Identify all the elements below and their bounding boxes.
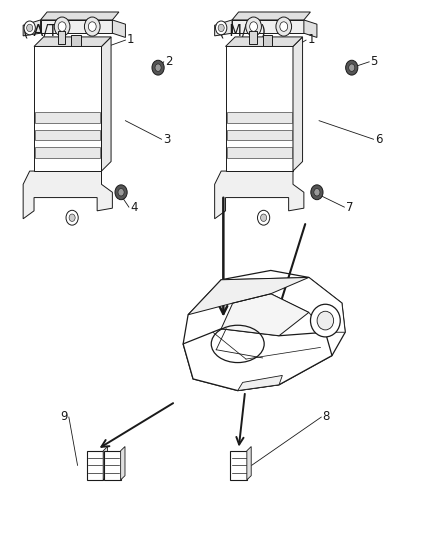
- Polygon shape: [221, 294, 309, 336]
- Polygon shape: [41, 12, 119, 20]
- Circle shape: [58, 22, 66, 31]
- Circle shape: [88, 22, 96, 31]
- Bar: [35, 130, 100, 140]
- Bar: [58, 30, 65, 44]
- Circle shape: [155, 64, 161, 71]
- Bar: [226, 46, 293, 171]
- Circle shape: [54, 17, 70, 36]
- Bar: [35, 147, 100, 158]
- Polygon shape: [226, 37, 303, 46]
- Polygon shape: [103, 447, 108, 480]
- Bar: [34, 46, 102, 171]
- Polygon shape: [188, 277, 309, 315]
- Polygon shape: [183, 270, 345, 391]
- Bar: [35, 112, 100, 123]
- Bar: [227, 130, 292, 140]
- Ellipse shape: [311, 304, 340, 337]
- Circle shape: [276, 17, 292, 36]
- Circle shape: [69, 214, 75, 221]
- Polygon shape: [247, 447, 251, 480]
- Bar: [227, 112, 292, 123]
- Text: 4: 4: [130, 201, 138, 214]
- Circle shape: [152, 60, 164, 75]
- Circle shape: [349, 64, 355, 71]
- Bar: [87, 451, 103, 480]
- Bar: [227, 147, 292, 158]
- Circle shape: [218, 24, 224, 31]
- Text: ( A/T ): ( A/T ): [23, 23, 67, 38]
- Text: 2: 2: [165, 55, 173, 68]
- Circle shape: [261, 214, 267, 221]
- Ellipse shape: [317, 311, 334, 330]
- Circle shape: [346, 60, 358, 75]
- Circle shape: [24, 21, 35, 35]
- Polygon shape: [41, 20, 113, 33]
- Polygon shape: [113, 20, 125, 37]
- Bar: [263, 35, 272, 46]
- Text: 1: 1: [307, 33, 315, 46]
- Circle shape: [258, 211, 270, 225]
- Polygon shape: [232, 12, 311, 20]
- Polygon shape: [238, 375, 283, 391]
- Text: 1: 1: [127, 33, 134, 46]
- Circle shape: [118, 189, 124, 196]
- Bar: [249, 30, 257, 44]
- Polygon shape: [102, 37, 111, 171]
- Text: 8: 8: [322, 410, 330, 423]
- Circle shape: [66, 211, 78, 225]
- Polygon shape: [34, 37, 111, 46]
- Circle shape: [280, 22, 288, 31]
- Circle shape: [250, 22, 258, 31]
- Circle shape: [246, 17, 261, 36]
- Text: 3: 3: [163, 133, 170, 146]
- Circle shape: [115, 185, 127, 200]
- Text: ( M/T ): ( M/T ): [219, 23, 266, 38]
- Polygon shape: [23, 171, 113, 219]
- Bar: [230, 451, 247, 480]
- Circle shape: [85, 17, 100, 36]
- Polygon shape: [183, 329, 332, 391]
- Polygon shape: [221, 277, 345, 332]
- Text: 5: 5: [371, 55, 378, 68]
- Text: 6: 6: [375, 133, 382, 146]
- Text: 7: 7: [346, 201, 353, 214]
- Polygon shape: [215, 171, 304, 219]
- Polygon shape: [120, 447, 125, 480]
- Polygon shape: [232, 20, 304, 33]
- Polygon shape: [215, 20, 232, 36]
- Circle shape: [27, 24, 33, 31]
- Text: 9: 9: [60, 410, 67, 423]
- Circle shape: [314, 189, 320, 196]
- Circle shape: [311, 185, 323, 200]
- Polygon shape: [23, 20, 41, 36]
- Circle shape: [215, 21, 227, 35]
- Bar: [71, 35, 81, 46]
- Polygon shape: [293, 37, 303, 171]
- Bar: [104, 451, 120, 480]
- Polygon shape: [304, 20, 317, 37]
